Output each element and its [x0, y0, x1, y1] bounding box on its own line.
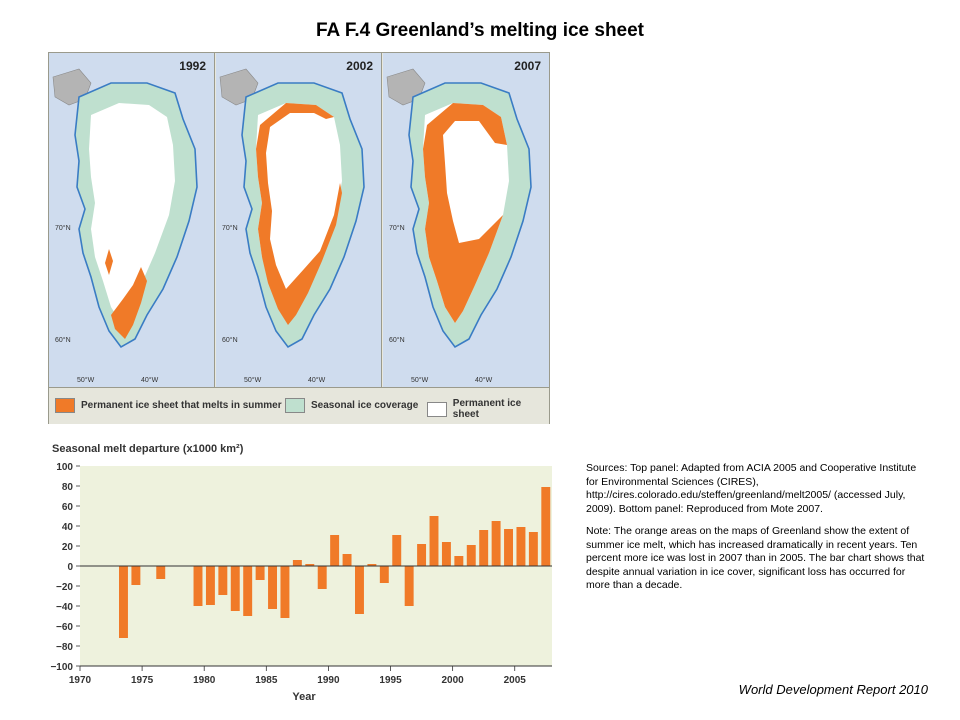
y-tick-label: −100 [50, 662, 73, 673]
map-panel-2002: 2002 70°N 60°N 50°W 40°W [216, 53, 382, 387]
greenland-map-2002 [219, 68, 365, 349]
chart-title: Seasonal melt departure (x1000 km²) [52, 443, 244, 455]
bar [205, 566, 215, 605]
y-axis: 100 80 60 40 20 0 −20 −40 −60 −80 −100 [50, 462, 80, 673]
legend-item-permanent: Permanent ice sheet [427, 398, 549, 420]
bar [292, 560, 302, 566]
x-tick-label: 1975 [131, 675, 154, 686]
x-tick-label: 2005 [504, 675, 527, 686]
x-tick-label: 1980 [193, 675, 216, 686]
lon-label-50w: 50°W [77, 377, 95, 384]
map-legend: Permanent ice sheet that melts in summer… [49, 387, 549, 424]
lat-label-70n: 70°N [55, 225, 71, 232]
y-tick-label: 40 [62, 522, 74, 533]
bar [355, 566, 364, 614]
y-tick-label: 60 [62, 502, 74, 513]
greenland-map-1992 [52, 68, 198, 349]
bar [330, 535, 340, 566]
bar [268, 566, 277, 609]
map-year-label: 1992 [179, 59, 206, 73]
bar [504, 529, 513, 566]
greenland-map-2007 [386, 68, 532, 349]
bar [441, 542, 451, 566]
bar [379, 566, 389, 583]
bar [280, 566, 290, 618]
bar [255, 566, 265, 580]
lat-label-60n: 60°N [222, 337, 238, 344]
legend-item-seasonal: Seasonal ice coverage [285, 398, 418, 413]
legend-item-melt: Permanent ice sheet that melts in summer [55, 398, 282, 413]
y-tick-label: 20 [62, 542, 74, 553]
bar [342, 554, 352, 566]
y-tick-label: −20 [56, 582, 73, 593]
figure-title: FA F.4 Greenland’s melting ice sheet [315, 20, 645, 41]
map-year-label: 2002 [346, 59, 373, 73]
sources-notes: Sources: Top panel: Adapted from ACIA 20… [586, 462, 931, 602]
x-tick-label: 2000 [442, 675, 465, 686]
bar [404, 566, 414, 606]
x-tick-label: 1970 [69, 675, 92, 686]
bar [392, 535, 402, 566]
legend-label: Permanent ice sheet that melts in summer [81, 400, 282, 411]
x-tick-label: 1990 [317, 675, 340, 686]
y-tick-label: 0 [67, 562, 73, 573]
report-credit: World Development Report 2010 [738, 682, 928, 697]
lat-label-60n: 60°N [389, 337, 405, 344]
ice-sheet [256, 103, 342, 323]
melt-area [423, 103, 507, 323]
bar [317, 566, 327, 589]
bars [119, 487, 551, 638]
bar [218, 566, 228, 595]
x-axis: 1970 1975 1980 1985 1990 1995 2000 2005 [69, 666, 526, 686]
bar [528, 532, 538, 566]
bar [367, 564, 377, 566]
legend-swatch-melt [55, 398, 75, 413]
lon-label-40w: 40°W [141, 377, 159, 384]
greenland-maps: 1992 70°N 60°N 50°W 40°W 2002 70°N 60°N … [48, 52, 550, 424]
bar [454, 556, 464, 566]
bar [305, 564, 315, 566]
x-tick-label: 1985 [255, 675, 278, 686]
legend-label: Permanent ice sheet [452, 398, 522, 420]
x-axis-label: Year [292, 691, 316, 703]
y-tick-label: −60 [56, 622, 73, 633]
y-tick-label: −80 [56, 642, 73, 653]
y-tick-label: 80 [62, 482, 74, 493]
lon-label-40w: 40°W [475, 377, 493, 384]
legend-swatch-permanent [427, 401, 447, 417]
legend-swatch-seasonal [285, 398, 305, 413]
bar [516, 527, 526, 566]
map-year-label: 2007 [514, 59, 541, 73]
bar [429, 516, 439, 566]
bar [417, 544, 427, 566]
melt-area [256, 103, 342, 325]
x-tick-label: 1995 [379, 675, 402, 686]
y-tick-label: −40 [56, 602, 73, 613]
bar [131, 566, 141, 585]
sources-text: Sources: Top panel: Adapted from ACIA 20… [586, 462, 917, 515]
bar [479, 530, 489, 566]
lon-label-50w: 50°W [411, 377, 429, 384]
bar [491, 521, 501, 566]
bar [243, 566, 253, 616]
lat-label-60n: 60°N [55, 337, 71, 344]
bar [541, 487, 551, 566]
note-text: Note: The orange areas on the maps of Gr… [586, 525, 925, 591]
bar [466, 545, 476, 566]
bar [193, 566, 203, 606]
map-panel-2007: 2007 70°N 60°N 50°W 40°W [383, 53, 549, 387]
lat-label-70n: 70°N [389, 225, 405, 232]
lon-label-40w: 40°W [308, 377, 326, 384]
lat-label-70n: 70°N [222, 225, 238, 232]
bar [156, 566, 166, 579]
lon-label-50w: 50°W [244, 377, 262, 384]
legend-label: Seasonal ice coverage [311, 400, 419, 411]
bar [230, 566, 240, 611]
melt-area [105, 249, 147, 339]
y-tick-label: 100 [56, 462, 73, 473]
bar [119, 566, 128, 638]
map-panel-1992: 1992 70°N 60°N 50°W 40°W [49, 53, 215, 387]
